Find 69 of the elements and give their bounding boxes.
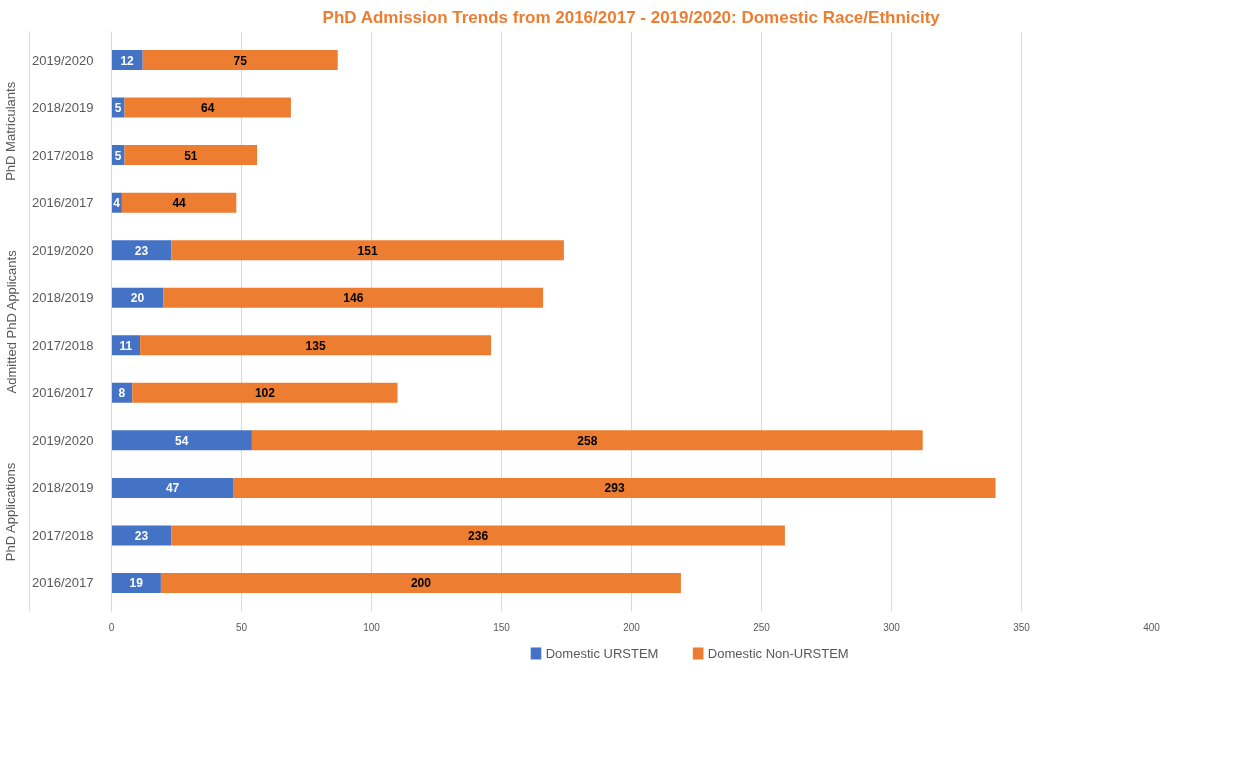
x-tick-label: 400	[1143, 621, 1161, 633]
x-tick-label: 250	[753, 621, 771, 633]
bar	[171, 525, 785, 546]
x-tick-label: 150	[493, 621, 511, 633]
x-tick-label: 100	[363, 621, 381, 633]
data-label: 151	[357, 243, 378, 258]
data-label: 75	[233, 53, 248, 68]
data-label: 146	[343, 291, 364, 306]
x-tick-label: 300	[883, 621, 901, 633]
bar	[111, 430, 252, 451]
data-label: 23	[134, 243, 149, 258]
y-tick-label: 2016/2017	[32, 195, 94, 211]
text: Admitted PhD Applicants	[3, 249, 19, 394]
data-label: 8	[118, 386, 126, 401]
data-label: 5	[114, 148, 122, 163]
bar	[233, 477, 996, 498]
y-tick-label: 2019/2020	[32, 432, 94, 448]
data-label: 11	[119, 338, 133, 353]
y-tick-label: 2017/2018	[32, 337, 94, 353]
chart-title: PhD Admission Trends from 2016/2017 - 2019/2020: Domestic Race/Ethnicity	[322, 7, 941, 27]
data-label: 293	[604, 481, 625, 496]
bar	[111, 287, 164, 308]
bar	[171, 240, 564, 261]
bar	[132, 382, 398, 403]
data-label: 64	[201, 101, 215, 116]
bar	[121, 192, 237, 213]
legend-label: Domestic URSTEM	[545, 646, 659, 661]
x-tick-label: 350	[1013, 621, 1031, 633]
bar	[124, 97, 291, 118]
text: PhD Matriculants	[3, 81, 19, 181]
y-tick-label: 2019/2020	[32, 242, 94, 258]
data-label: 12	[120, 53, 135, 68]
bar	[111, 240, 172, 261]
y-tick-label: 2018/2019	[32, 100, 94, 116]
y-tick-label: 2017/2018	[32, 527, 94, 543]
y-tick-label: 2019/2020	[32, 52, 94, 68]
data-label: 20	[130, 291, 145, 306]
data-label: 135	[305, 338, 326, 353]
y-tick-label: 2017/2018	[32, 147, 94, 163]
bar	[251, 430, 923, 451]
x-tick-label: 0	[108, 621, 115, 633]
data-label: 54	[175, 433, 189, 448]
data-label: 200	[410, 576, 432, 591]
y-tick-label: 2018/2019	[32, 480, 94, 496]
bar	[124, 145, 258, 166]
y-tick-label: 2016/2017	[32, 575, 94, 591]
y-tick-label: 2016/2017	[32, 385, 94, 401]
bar	[142, 50, 338, 71]
data-label: 102	[254, 386, 276, 401]
bar	[160, 572, 681, 593]
data-label: 19	[129, 576, 144, 591]
bar	[111, 525, 172, 546]
x-tick-label: 200	[623, 621, 641, 633]
data-label: 5	[114, 101, 122, 116]
y-tick-label: 2018/2019	[32, 290, 94, 306]
bar	[163, 287, 544, 308]
data-label: 23	[134, 528, 149, 543]
data-label: 47	[165, 481, 180, 496]
data-label: 51	[184, 148, 198, 163]
bar	[111, 477, 234, 498]
data-label: 236	[468, 528, 489, 543]
x-tick-label: 50	[235, 621, 248, 633]
legend-label: Domestic Non-URSTEM	[707, 646, 849, 661]
text: PhD Applications	[3, 462, 19, 562]
data-label: 44	[172, 196, 187, 211]
bar	[111, 572, 161, 593]
bar	[140, 335, 492, 356]
data-label: 258	[577, 433, 598, 448]
data-label: 4	[113, 196, 121, 211]
